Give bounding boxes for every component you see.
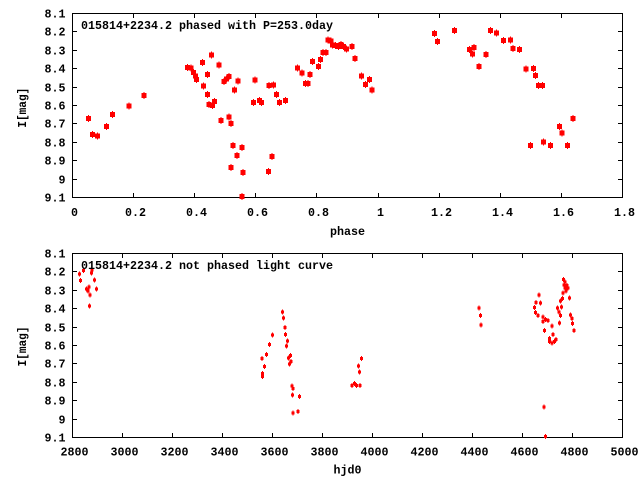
svg-text:8.1: 8.1	[45, 8, 66, 22]
svg-text:4800: 4800	[561, 446, 589, 460]
svg-text:015814+2234.2 phased with P=25: 015814+2234.2 phased with P=253.0day	[81, 19, 333, 33]
svg-text:4200: 4200	[411, 446, 439, 460]
svg-text:3200: 3200	[161, 446, 189, 460]
svg-text:1.8: 1.8	[614, 206, 635, 220]
svg-text:8.8: 8.8	[45, 377, 66, 391]
svg-text:8.5: 8.5	[45, 322, 66, 336]
svg-text:8.7: 8.7	[45, 358, 66, 372]
svg-text:8.4: 8.4	[45, 303, 66, 317]
svg-text:3600: 3600	[261, 446, 289, 460]
svg-text:8.1: 8.1	[45, 248, 66, 262]
svg-text:5000: 5000	[611, 446, 639, 460]
svg-text:0.2: 0.2	[125, 206, 146, 220]
svg-text:9.1: 9.1	[45, 192, 66, 206]
svg-text:8.2: 8.2	[45, 266, 66, 280]
svg-text:0.6: 0.6	[247, 206, 268, 220]
svg-text:hjd0: hjd0	[334, 464, 362, 478]
svg-text:9.1: 9.1	[45, 432, 66, 446]
svg-text:8.6: 8.6	[45, 340, 66, 354]
svg-text:015814+2234.2 not phased light: 015814+2234.2 not phased light curve	[81, 259, 333, 273]
svg-text:I[mag]: I[mag]	[16, 327, 30, 367]
svg-text:2800: 2800	[61, 446, 89, 460]
svg-text:8.9: 8.9	[45, 395, 66, 409]
svg-text:1.2: 1.2	[431, 206, 452, 220]
svg-text:I[mag]: I[mag]	[16, 88, 30, 128]
svg-text:0: 0	[71, 206, 78, 220]
svg-text:8.9: 8.9	[45, 155, 66, 169]
svg-text:8.4: 8.4	[45, 63, 66, 77]
svg-text:3000: 3000	[111, 446, 139, 460]
svg-text:3400: 3400	[211, 446, 239, 460]
svg-text:0.8: 0.8	[308, 206, 329, 220]
svg-text:3800: 3800	[311, 446, 339, 460]
svg-text:8.5: 8.5	[45, 82, 66, 96]
svg-text:phase: phase	[330, 225, 365, 239]
svg-text:4600: 4600	[511, 446, 539, 460]
svg-text:9: 9	[59, 174, 66, 188]
svg-text:9: 9	[59, 414, 66, 428]
svg-text:1.4: 1.4	[492, 206, 513, 220]
svg-text:1.6: 1.6	[553, 206, 574, 220]
svg-text:4000: 4000	[361, 446, 389, 460]
svg-text:8.2: 8.2	[45, 26, 66, 40]
svg-text:1: 1	[377, 206, 384, 220]
svg-text:8.8: 8.8	[45, 137, 66, 151]
svg-text:8.3: 8.3	[45, 45, 66, 59]
svg-text:8.3: 8.3	[45, 285, 66, 299]
svg-text:8.7: 8.7	[45, 118, 66, 132]
svg-text:8.6: 8.6	[45, 100, 66, 114]
svg-text:0.4: 0.4	[186, 206, 207, 220]
svg-text:4400: 4400	[461, 446, 489, 460]
